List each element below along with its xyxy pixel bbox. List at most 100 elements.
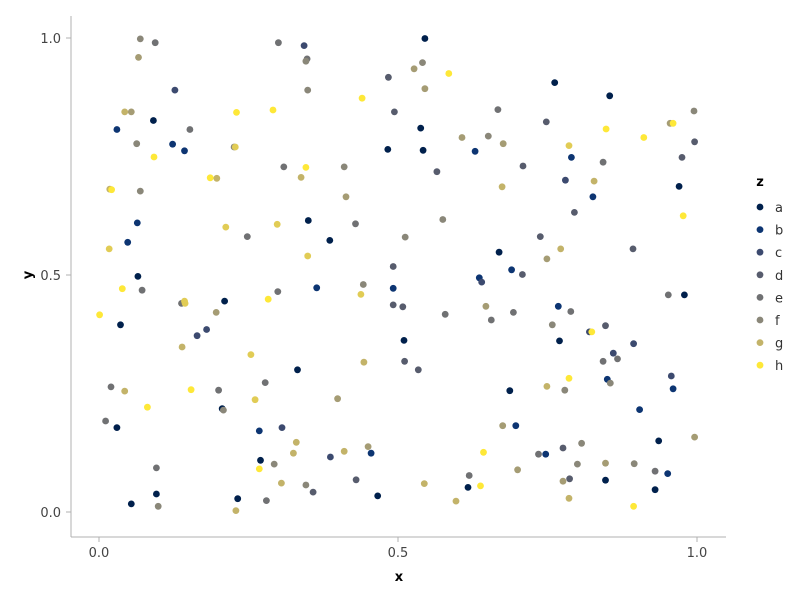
legend-marker <box>756 361 764 369</box>
data-point <box>247 351 255 358</box>
axis-ticks: 0.0 0.5 1.0 0.0 0.5 1.0 <box>40 32 707 561</box>
data-point <box>414 366 422 374</box>
data-point <box>571 209 578 216</box>
data-point <box>554 302 562 310</box>
data-point <box>391 108 398 116</box>
data-point <box>421 35 429 42</box>
data-point <box>327 453 334 461</box>
data-point <box>107 383 115 391</box>
data-point <box>630 460 638 468</box>
data-point <box>171 86 179 94</box>
data-point <box>514 466 521 474</box>
data-point <box>374 492 382 500</box>
data-point <box>512 422 520 430</box>
data-point <box>691 433 698 441</box>
data-point <box>270 460 278 468</box>
x-tick-label: 0.0 <box>89 546 110 561</box>
data-point <box>134 273 142 280</box>
legend-marker <box>756 248 764 256</box>
data-point <box>255 427 263 435</box>
data-point <box>588 328 596 336</box>
data-point <box>151 39 159 47</box>
data-point <box>234 495 242 503</box>
data-point <box>567 308 575 315</box>
data-point <box>562 176 569 184</box>
data-point <box>630 340 637 348</box>
data-point <box>484 132 492 140</box>
data-point <box>255 465 263 473</box>
data-points <box>96 35 698 514</box>
data-point <box>542 118 550 126</box>
data-point <box>220 406 227 414</box>
data-point <box>352 220 359 228</box>
data-point <box>215 386 223 394</box>
data-point <box>169 140 177 148</box>
data-point <box>589 193 597 201</box>
data-point <box>181 147 188 155</box>
data-point <box>508 266 515 274</box>
data-point <box>417 124 425 132</box>
data-point <box>609 349 617 357</box>
data-point <box>102 417 109 425</box>
data-point <box>590 177 598 185</box>
data-point <box>280 163 288 171</box>
data-point <box>263 497 270 504</box>
data-point <box>542 450 550 458</box>
data-point <box>154 502 162 510</box>
legend-marker <box>756 271 764 279</box>
y-axis-title: y <box>21 270 36 279</box>
plot-area: 0.0 0.5 1.0 0.0 0.5 1.0 <box>40 16 726 561</box>
data-point <box>574 460 581 468</box>
data-point <box>420 480 428 487</box>
legend-label: g <box>775 337 783 352</box>
data-point <box>304 86 312 94</box>
data-point <box>606 379 614 387</box>
data-point <box>178 343 186 351</box>
data-point <box>664 291 672 299</box>
data-point <box>495 248 503 256</box>
data-point <box>360 358 368 366</box>
data-point <box>651 467 659 475</box>
data-point <box>136 187 144 195</box>
data-point <box>364 443 372 450</box>
data-point <box>629 245 637 253</box>
data-point <box>482 302 490 310</box>
data-point <box>352 476 360 484</box>
legend-label: b <box>775 224 783 239</box>
y-tick-label: 0.0 <box>40 506 61 521</box>
data-point <box>113 424 121 431</box>
data-point <box>313 284 321 292</box>
data-point <box>144 403 151 411</box>
data-point <box>302 57 310 65</box>
data-point <box>206 174 214 182</box>
data-point <box>121 108 129 116</box>
data-point <box>213 174 221 182</box>
data-point <box>630 502 637 510</box>
legend-label: e <box>775 291 783 306</box>
data-point <box>127 500 135 508</box>
data-point <box>681 291 688 299</box>
data-point <box>113 126 121 133</box>
data-point <box>419 146 427 154</box>
data-point <box>389 284 397 292</box>
data-point <box>433 168 441 176</box>
data-point <box>565 374 573 382</box>
data-point <box>222 223 230 231</box>
legend-marker <box>756 226 764 234</box>
y-tick-label: 0.5 <box>40 269 61 284</box>
legend-label: d <box>775 269 783 284</box>
data-point <box>334 395 341 403</box>
data-point <box>561 386 569 394</box>
data-point <box>439 216 447 223</box>
data-point <box>602 322 609 330</box>
data-point <box>261 379 269 386</box>
data-point <box>441 310 449 318</box>
data-point <box>150 153 158 161</box>
data-point <box>96 311 103 319</box>
data-point <box>636 406 643 413</box>
data-point <box>212 309 220 316</box>
data-point <box>691 138 698 146</box>
data-point <box>536 233 544 241</box>
